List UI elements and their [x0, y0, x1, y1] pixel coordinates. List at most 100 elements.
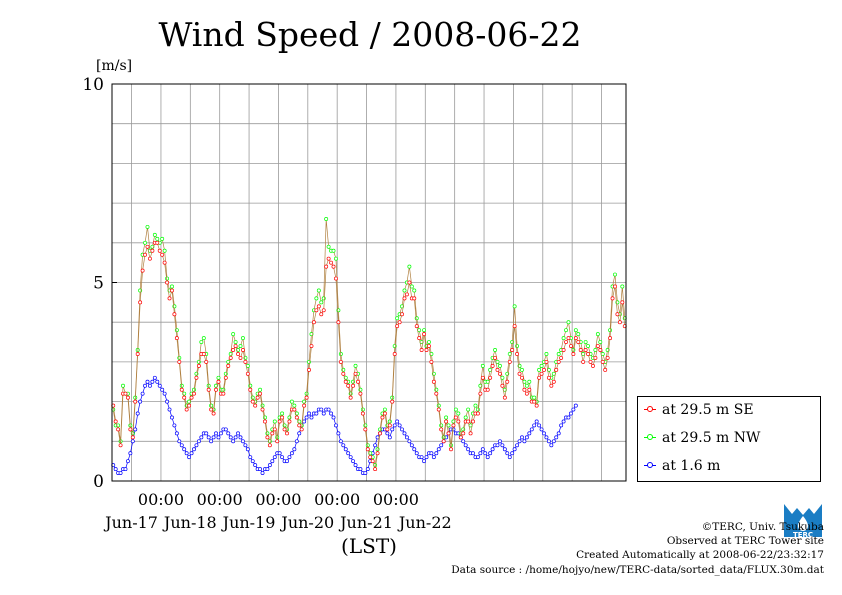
- data-point: [160, 236, 165, 241]
- y-tick-label: 10: [82, 75, 104, 95]
- data-point: [243, 359, 248, 364]
- data-point: [240, 348, 245, 352]
- data-point: [542, 367, 546, 372]
- data-point: [172, 312, 177, 317]
- data-point: [439, 427, 444, 432]
- data-point: [539, 371, 544, 376]
- data-point: [495, 443, 500, 448]
- data-point: [326, 407, 331, 412]
- data-point: [204, 431, 209, 436]
- data-point: [189, 395, 194, 400]
- data-point: [226, 363, 231, 368]
- data-point: [483, 451, 488, 456]
- data-point: [466, 447, 471, 452]
- data-point: [368, 455, 373, 460]
- data-point: [258, 391, 263, 396]
- data-point: [515, 443, 520, 448]
- data-point: [370, 459, 375, 464]
- data-point: [387, 435, 392, 440]
- data-point: [382, 411, 387, 416]
- data-point: [170, 284, 174, 289]
- data-point: [385, 427, 390, 432]
- data-point: [456, 411, 461, 416]
- data-point: [502, 447, 507, 452]
- data-point: [431, 379, 436, 384]
- data-point: [419, 348, 424, 352]
- credit-site: Observed at TERC Tower site: [666, 535, 824, 548]
- data-point: [165, 399, 170, 404]
- data-point: [334, 423, 338, 428]
- data-point: [316, 288, 321, 293]
- data-point: [441, 439, 446, 444]
- data-point: [573, 328, 578, 333]
- data-point: [351, 383, 356, 388]
- data-point: [608, 336, 613, 341]
- data-point: [363, 471, 368, 476]
- data-point: [265, 435, 270, 440]
- x-date-label: Jun-19: [221, 513, 276, 532]
- data-point: [422, 332, 427, 337]
- data-point: [147, 383, 152, 388]
- data-point: [527, 379, 532, 384]
- data-point: [559, 355, 564, 360]
- data-point: [245, 371, 250, 376]
- data-point: [233, 340, 238, 344]
- data-point: [226, 431, 231, 436]
- data-point: [135, 352, 140, 356]
- data-point: [520, 435, 524, 440]
- data-point: [253, 463, 258, 468]
- x-date-label: Jun-22: [397, 513, 452, 532]
- data-point: [346, 451, 351, 456]
- data-point: [174, 336, 179, 341]
- data-point: [566, 320, 571, 325]
- data-point: [522, 439, 527, 444]
- data-point: [216, 375, 221, 380]
- svg-text:TERC: TERC: [793, 531, 813, 539]
- data-point: [319, 407, 324, 412]
- legend-item-low: at 1.6 m: [644, 456, 720, 476]
- x-tick-label: 00:00: [255, 490, 301, 509]
- data-point: [138, 300, 143, 305]
- data-point: [498, 371, 502, 376]
- legend-label-nw: at 29.5 m NW: [662, 430, 761, 446]
- data-point: [490, 363, 495, 368]
- data-point: [392, 423, 397, 428]
- grid-lines: [112, 84, 626, 481]
- data-point: [216, 379, 221, 384]
- data-point: [304, 395, 309, 400]
- data-point: [537, 367, 542, 372]
- data-point: [505, 379, 510, 384]
- data-point: [617, 320, 622, 325]
- data-point: [287, 455, 292, 460]
- data-point: [424, 455, 429, 460]
- series-0: [111, 240, 627, 472]
- data-point: [285, 459, 289, 464]
- data-point: [167, 296, 172, 301]
- data-point: [453, 407, 458, 412]
- data-point: [319, 300, 324, 305]
- data-point: [336, 431, 341, 436]
- data-point: [409, 284, 414, 289]
- data-point: [419, 455, 424, 460]
- data-point: [184, 407, 189, 412]
- data-point: [353, 371, 358, 376]
- data-point: [353, 363, 358, 368]
- data-point: [348, 395, 353, 400]
- data-point: [427, 340, 431, 344]
- data-point: [343, 379, 348, 384]
- data-point: [603, 367, 608, 372]
- data-point: [334, 276, 338, 281]
- x-tick-label: 00:00: [138, 490, 184, 509]
- data-point: [378, 431, 382, 436]
- data-point: [240, 336, 245, 341]
- data-point: [128, 427, 133, 432]
- data-point: [199, 340, 204, 344]
- data-point: [302, 403, 307, 408]
- data-point: [329, 260, 334, 265]
- data-point: [143, 383, 147, 388]
- data-point: [517, 371, 522, 376]
- data-point: [228, 435, 233, 440]
- data-point: [365, 467, 370, 472]
- data-point: [473, 403, 478, 408]
- data-point: [253, 403, 258, 408]
